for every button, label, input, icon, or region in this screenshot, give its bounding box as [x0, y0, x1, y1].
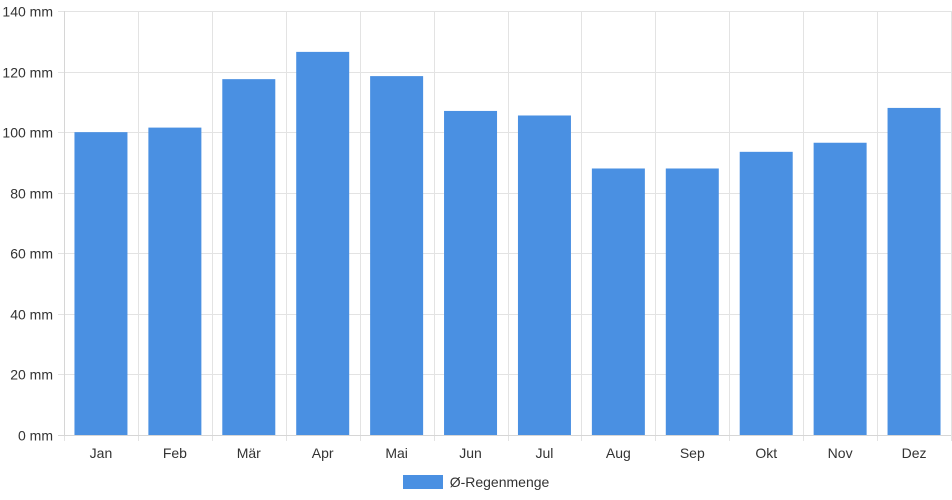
bar: [296, 51, 350, 436]
y-tick-label: 80 mm: [10, 186, 53, 202]
bar: [813, 142, 867, 435]
legend-swatch: [402, 475, 443, 489]
bar: [444, 110, 498, 435]
y-tick-label: 40 mm: [10, 307, 53, 323]
x-tick-label: Okt: [755, 445, 777, 461]
x-tick-label: Feb: [163, 445, 187, 461]
y-tick-label: 60 mm: [10, 246, 53, 262]
bar: [665, 168, 719, 435]
bar: [74, 132, 128, 435]
chart-grid: [58, 11, 952, 441]
y-tick-label: 0 mm: [18, 428, 53, 444]
x-tick-label: Dez: [902, 445, 927, 461]
y-tick-label: 120 mm: [2, 65, 53, 81]
x-axis-tick-labels: Jan Feb Mär Apr Mai Jun Jul Aug Sep Okt Nov Dez: [90, 445, 927, 461]
x-tick-label: Mär: [237, 445, 261, 461]
bar: [222, 79, 276, 436]
x-tick-label: Nov: [828, 445, 853, 461]
y-tick-label: 20 mm: [10, 367, 53, 383]
y-tick-label: 140 mm: [2, 4, 53, 20]
x-tick-label: Jul: [536, 445, 554, 461]
bar: [591, 168, 645, 435]
y-axis-tick-labels: 0 mm 20 mm 40 mm 60 mm 80 mm 100 mm 120 mm 140 …: [2, 4, 53, 444]
legend-label: Ø-Regenmenge: [449, 474, 550, 490]
x-tick-label: Aug: [606, 445, 631, 461]
bar: [739, 151, 793, 436]
bar: [148, 127, 202, 435]
x-tick-label: Apr: [312, 445, 334, 461]
chart-bars: [74, 51, 941, 436]
x-tick-label: Mai: [385, 445, 408, 461]
x-tick-label: Sep: [680, 445, 705, 461]
chart-axes: [58, 11, 951, 436]
y-tick-label: 100 mm: [2, 125, 53, 141]
x-tick-label: Jan: [90, 445, 113, 461]
bar: [887, 107, 941, 436]
x-tick-label: Jun: [459, 445, 482, 461]
bar: [370, 76, 424, 435]
bar: [517, 115, 571, 435]
chart-legend[interactable]: Ø-Regenmenge: [0, 472, 952, 492]
